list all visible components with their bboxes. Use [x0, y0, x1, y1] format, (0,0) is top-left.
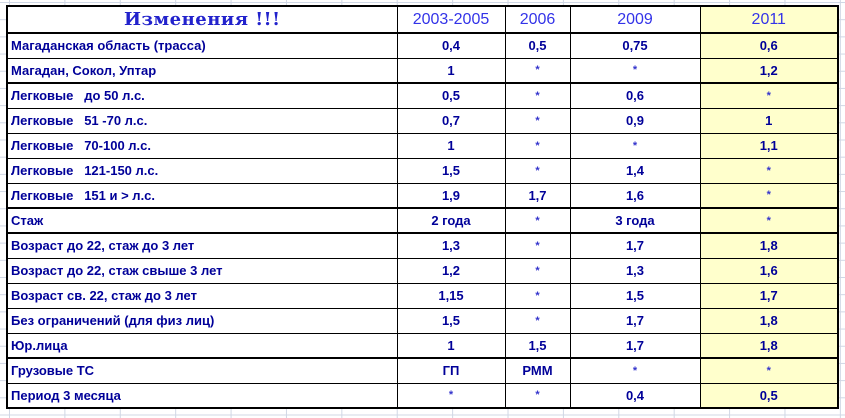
asterisk-cell[interactable]: *: [569, 57, 701, 84]
value-cell[interactable]: 0,6: [569, 82, 701, 109]
asterisk-cell[interactable]: *: [699, 82, 839, 109]
asterisk-cell[interactable]: *: [504, 207, 571, 234]
table-row: Возраст до 22, стаж до 3 лет 1,3 * 1,7 1,8: [6, 232, 839, 259]
asterisk-cell[interactable]: *: [504, 382, 571, 409]
table-row: Стаж 2 года * 3 года *: [6, 207, 839, 234]
value-cell[interactable]: 1: [396, 132, 506, 159]
value-cell[interactable]: 1,15: [396, 282, 506, 309]
column-header-2006[interactable]: 2006: [504, 5, 571, 34]
value-cell[interactable]: 1: [396, 57, 506, 84]
table-row: Грузовые ТС ГП РММ * *: [6, 357, 839, 384]
value-cell[interactable]: 1,8: [699, 232, 839, 259]
asterisk-cell[interactable]: *: [504, 257, 571, 284]
row-label-cell[interactable]: Возраст св. 22, стаж до 3 лет: [6, 282, 398, 309]
value-cell[interactable]: 1,6: [569, 182, 701, 209]
row-label-cell[interactable]: Легковые 151 и > л.с.: [6, 182, 398, 209]
value-cell[interactable]: 0,5: [396, 82, 506, 109]
table-row: Легковые до 50 л.с. 0,5 * 0,6 *: [6, 82, 839, 109]
value-cell[interactable]: 1: [396, 332, 506, 359]
row-label-cell[interactable]: Легковые 121-150 л.с.: [6, 157, 398, 184]
asterisk-cell[interactable]: *: [504, 132, 571, 159]
asterisk-cell[interactable]: *: [569, 357, 701, 384]
row-label-cell[interactable]: Возраст до 22, стаж до 3 лет: [6, 232, 398, 259]
asterisk-cell[interactable]: *: [504, 232, 571, 259]
value-cell[interactable]: 1,5: [569, 282, 701, 309]
asterisk-cell[interactable]: *: [396, 382, 506, 409]
asterisk-cell[interactable]: *: [699, 157, 839, 184]
value-cell[interactable]: 1,7: [699, 282, 839, 309]
row-label-cell[interactable]: Юр.лица: [6, 332, 398, 359]
value-cell[interactable]: 0,7: [396, 107, 506, 134]
asterisk-cell[interactable]: *: [699, 207, 839, 234]
table-row: Период 3 месяца * * 0,4 0,5: [6, 382, 839, 409]
row-label-cell[interactable]: Возраст до 22, стаж свыше 3 лет: [6, 257, 398, 284]
row-label-cell[interactable]: Легковые 70-100 л.с.: [6, 132, 398, 159]
row-label-cell[interactable]: Легковые 51 -70 л.с.: [6, 107, 398, 134]
value-cell[interactable]: 1,2: [396, 257, 506, 284]
value-cell[interactable]: 1,9: [396, 182, 506, 209]
value-cell[interactable]: 0,6: [699, 32, 839, 59]
tariff-table: Изменения !!! 2003-2005 2006 2009 2011 М…: [6, 5, 839, 409]
row-label-cell[interactable]: Грузовые ТС: [6, 357, 398, 384]
asterisk-cell[interactable]: *: [569, 132, 701, 159]
value-cell[interactable]: 1,5: [396, 157, 506, 184]
table-body: Магаданская область (трасса) 0,4 0,5 0,75 0,…: [6, 32, 839, 409]
table-row: Легковые 70-100 л.с. 1 * * 1,1: [6, 132, 839, 159]
value-cell[interactable]: 1: [699, 107, 839, 134]
value-cell[interactable]: РММ: [504, 357, 571, 384]
table-row: Магадан, Сокол, Уптар 1 * * 1,2: [6, 57, 839, 84]
header-row: Изменения !!! 2003-2005 2006 2009 2011: [6, 5, 839, 34]
table-row: Магаданская область (трасса) 0,4 0,5 0,75 0,…: [6, 32, 839, 59]
value-cell[interactable]: 1,3: [569, 257, 701, 284]
value-cell[interactable]: 1,7: [569, 307, 701, 334]
value-cell[interactable]: 1,7: [569, 232, 701, 259]
value-cell[interactable]: 2 года: [396, 207, 506, 234]
table-title-cell[interactable]: Изменения !!!: [6, 5, 398, 34]
asterisk-cell[interactable]: *: [699, 182, 839, 209]
row-label-cell[interactable]: Период 3 месяца: [6, 382, 398, 409]
table-row: Легковые 51 -70 л.с. 0,7 * 0,9 1: [6, 107, 839, 134]
table-row: Возраст св. 22, стаж до 3 лет 1,15 * 1,5 1,7: [6, 282, 839, 309]
value-cell[interactable]: 0,75: [569, 32, 701, 59]
value-cell[interactable]: 1,1: [699, 132, 839, 159]
asterisk-cell[interactable]: *: [504, 157, 571, 184]
row-label-cell[interactable]: Магаданская область (трасса): [6, 32, 398, 59]
value-cell[interactable]: 1,4: [569, 157, 701, 184]
column-header-2003-2005[interactable]: 2003-2005: [396, 5, 506, 34]
value-cell[interactable]: 1,6: [699, 257, 839, 284]
value-cell[interactable]: 0,5: [699, 382, 839, 409]
value-cell[interactable]: 0,9: [569, 107, 701, 134]
asterisk-cell[interactable]: *: [504, 107, 571, 134]
value-cell[interactable]: ГП: [396, 357, 506, 384]
row-label-cell[interactable]: Стаж: [6, 207, 398, 234]
value-cell[interactable]: 0,4: [396, 32, 506, 59]
table-row: Юр.лица 1 1,5 1,7 1,8: [6, 332, 839, 359]
asterisk-cell[interactable]: *: [504, 82, 571, 109]
value-cell[interactable]: 1,7: [569, 332, 701, 359]
asterisk-cell[interactable]: *: [504, 307, 571, 334]
value-cell[interactable]: 1,2: [699, 57, 839, 84]
value-cell[interactable]: 1,5: [396, 307, 506, 334]
value-cell[interactable]: 3 года: [569, 207, 701, 234]
row-label-cell[interactable]: Магадан, Сокол, Уптар: [6, 57, 398, 84]
value-cell[interactable]: 0,5: [504, 32, 571, 59]
asterisk-cell[interactable]: *: [504, 282, 571, 309]
asterisk-cell[interactable]: *: [699, 357, 839, 384]
row-label-cell[interactable]: Без ограничений (для физ лиц): [6, 307, 398, 334]
value-cell[interactable]: 0,4: [569, 382, 701, 409]
table-row: Легковые 121-150 л.с. 1,5 * 1,4 *: [6, 157, 839, 184]
column-header-2009[interactable]: 2009: [569, 5, 701, 34]
value-cell[interactable]: 1,5: [504, 332, 571, 359]
row-label-cell[interactable]: Легковые до 50 л.с.: [6, 82, 398, 109]
value-cell[interactable]: 1,8: [699, 332, 839, 359]
asterisk-cell[interactable]: *: [504, 57, 571, 84]
table-row: Возраст до 22, стаж свыше 3 лет 1,2 * 1,3 1,…: [6, 257, 839, 284]
value-cell[interactable]: 1,3: [396, 232, 506, 259]
column-header-2011[interactable]: 2011: [699, 5, 839, 34]
value-cell[interactable]: 1,7: [504, 182, 571, 209]
value-cell[interactable]: 1,8: [699, 307, 839, 334]
table-row: Без ограничений (для физ лиц) 1,5 * 1,7 1,8: [6, 307, 839, 334]
table-row: Легковые 151 и > л.с. 1,9 1,7 1,6 *: [6, 182, 839, 209]
